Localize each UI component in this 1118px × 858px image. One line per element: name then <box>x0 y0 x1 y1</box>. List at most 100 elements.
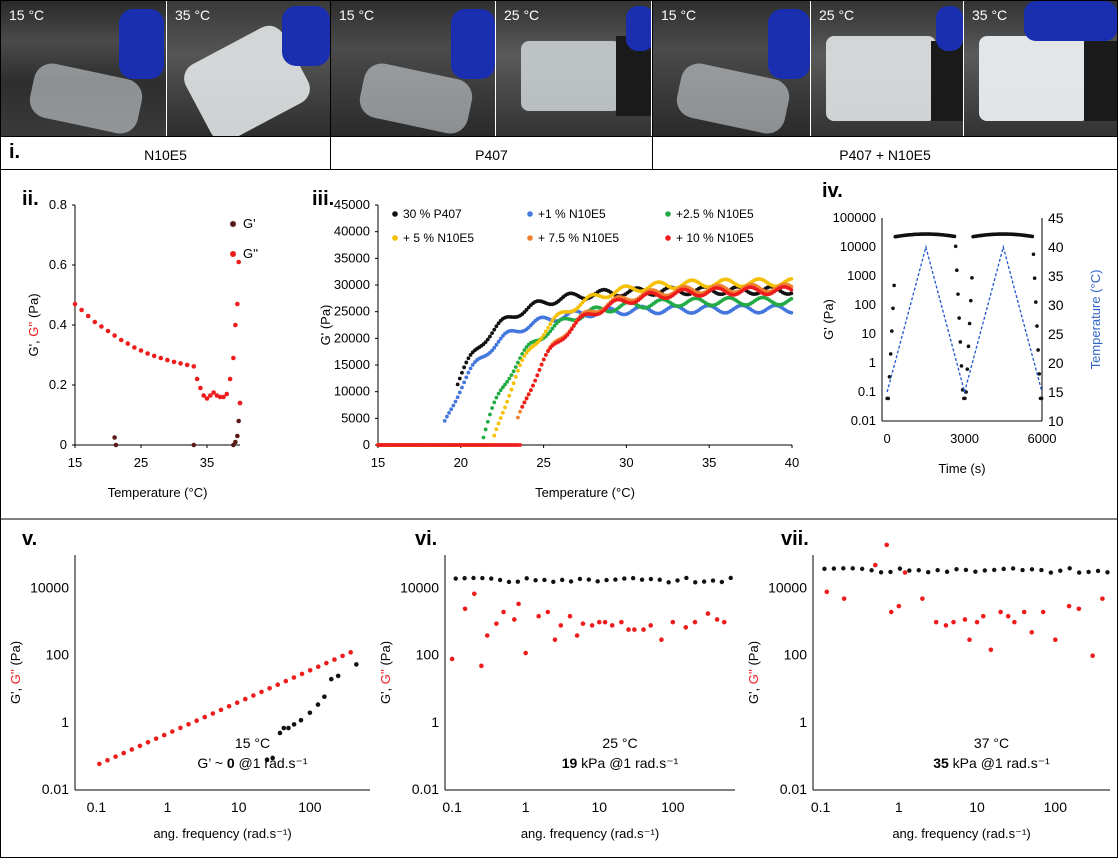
data-point <box>307 668 313 673</box>
y-tick-label: 100 <box>46 647 70 663</box>
data-point <box>392 211 398 217</box>
data-point <box>888 352 893 356</box>
data-point <box>460 385 464 390</box>
data-point <box>535 373 540 378</box>
data-point <box>541 357 546 362</box>
data-point <box>518 363 522 368</box>
data-point <box>1031 252 1036 257</box>
x-tick-label: 0.1 <box>442 799 462 815</box>
data-point <box>516 368 520 373</box>
data-point <box>471 591 477 597</box>
y-tick-label: 100 <box>854 297 876 312</box>
data-point <box>137 743 143 749</box>
data-point <box>226 703 232 709</box>
data-point <box>449 407 454 412</box>
photo-n10e5-15c: 15 °C <box>1 1 166 136</box>
y-tick-label: 0.01 <box>412 781 439 797</box>
data-point <box>665 211 671 217</box>
data-point <box>719 579 725 585</box>
y-tick-label: 10000 <box>400 580 439 596</box>
data-point <box>1032 276 1037 280</box>
data-point <box>859 566 865 572</box>
data-point <box>515 579 521 584</box>
x-tick-label: 0 <box>884 431 891 446</box>
data-point <box>1067 566 1072 571</box>
data-point <box>471 575 476 581</box>
data-point <box>113 754 118 759</box>
data-point <box>619 619 624 625</box>
data-point <box>980 613 986 619</box>
data-point <box>194 376 200 382</box>
data-point <box>632 627 637 632</box>
y-tick-label: 1000 <box>847 268 876 283</box>
data-point <box>286 725 291 731</box>
data-point <box>888 609 894 615</box>
data-point <box>210 711 216 716</box>
data-point <box>1039 396 1044 401</box>
data-point <box>565 333 570 337</box>
data-point <box>462 365 467 370</box>
y-tick-label: 0.6 <box>49 257 67 272</box>
data-point <box>503 382 507 387</box>
data-point <box>233 439 238 445</box>
x-tick-label: 40 <box>785 455 799 470</box>
data-point <box>468 366 473 371</box>
data-point <box>523 650 528 656</box>
data-point <box>202 714 208 720</box>
data-point <box>267 686 272 691</box>
data-point <box>455 395 460 400</box>
data-point <box>470 362 475 367</box>
data-point <box>574 633 580 638</box>
data-point <box>259 689 264 695</box>
data-point <box>953 244 958 249</box>
data-point <box>464 360 469 365</box>
y-axis-label: G', G'' (Pa) <box>746 641 761 704</box>
data-point <box>498 416 503 420</box>
data-point <box>1005 613 1011 619</box>
data-point <box>533 378 538 383</box>
data-point <box>648 576 654 582</box>
data-point <box>1086 569 1091 575</box>
data-point <box>483 427 488 432</box>
data-point <box>186 721 191 727</box>
data-point <box>492 400 497 405</box>
data-point <box>170 729 175 734</box>
data-point <box>322 694 327 700</box>
y-tick-label: 100 <box>416 647 440 663</box>
data-point <box>1053 637 1058 642</box>
data-point <box>558 623 564 628</box>
data-point <box>897 566 903 571</box>
annotation-modulus: G’ ~ 0 @1 rad.s⁻¹ <box>197 755 308 771</box>
data-point <box>528 388 533 393</box>
y-tick-label: 10000 <box>840 239 876 254</box>
data-point <box>692 619 698 625</box>
y-axis-label: G', G'' (Pa) <box>378 641 393 704</box>
y-axis-label: G', G'' (Pa) <box>26 293 41 356</box>
panel-label: v. <box>22 528 37 550</box>
y-tick-label: 30000 <box>334 277 370 292</box>
data-point <box>481 435 486 440</box>
data-point <box>518 443 522 447</box>
data-point <box>968 298 973 303</box>
data-point <box>145 739 151 745</box>
data-point <box>524 350 529 355</box>
photo-temp-label: 15 °C <box>9 7 45 23</box>
data-point <box>112 333 117 338</box>
data-point <box>184 362 190 368</box>
data-point <box>112 435 117 440</box>
y-tick-label: 0.01 <box>851 413 876 428</box>
data-point <box>546 325 550 330</box>
data-point <box>552 637 558 642</box>
data-point <box>217 394 223 400</box>
data-point <box>665 235 671 241</box>
y-tick-label: 1 <box>61 714 69 730</box>
data-point <box>970 276 974 280</box>
data-point <box>973 569 978 574</box>
data-point <box>492 327 497 332</box>
data-point <box>497 577 503 583</box>
x-tick-label: 15 <box>371 455 385 470</box>
data-point <box>85 313 91 319</box>
data-point <box>79 307 84 313</box>
data-point <box>944 569 950 574</box>
